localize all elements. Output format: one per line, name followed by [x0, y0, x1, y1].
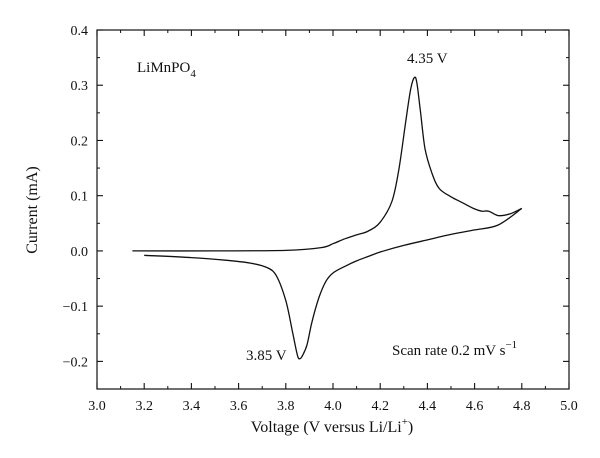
x-tick-label: 3.6	[230, 399, 248, 414]
y-tick-label: 0.0	[71, 245, 89, 260]
y-tick-label: −0.2	[63, 355, 88, 370]
sample-label-main: LiMnPO	[137, 60, 191, 76]
y-tick-label: −0.1	[63, 300, 88, 315]
x-tick-label: 3.0	[88, 399, 106, 414]
plot-frame	[96, 29, 570, 390]
x-tick-label: 5.0	[560, 399, 578, 414]
x-axis-label-superscript: +	[402, 416, 408, 428]
y-tick-label: 0.3	[71, 79, 89, 94]
x-tick-label: 3.8	[277, 399, 295, 414]
scan-rate-main: Scan rate 0.2 mV s	[392, 343, 506, 359]
peak-label-reduction: 3.85 V	[246, 348, 287, 364]
x-axis-label-end: )	[408, 419, 413, 436]
x-tick-label: 4.2	[371, 399, 389, 414]
sample-label-subscript: 4	[190, 68, 196, 80]
x-tick-label: 4.6	[466, 399, 484, 414]
y-tick-label: 0.2	[71, 134, 89, 149]
anodic-sweep-line	[132, 76, 523, 252]
x-tick-label: 4.4	[419, 399, 437, 414]
scan-rate-label: Scan rate 0.2 mV s−1	[392, 339, 517, 359]
y-tick-label: 0.1	[71, 190, 89, 205]
x-tick-label: 3.4	[183, 399, 201, 414]
peak-label-oxidation: 4.35 V	[407, 51, 448, 67]
data-series	[132, 76, 523, 360]
scan-rate-superscript: −1	[505, 339, 517, 351]
y-axis-label: Current (mA)	[24, 166, 41, 254]
axis-ticks: 3.0 3.2 3.4 3.6 3.8 4.0 4.2 4.4 4.6 4.8 5.0 −0.2 −0.…	[63, 24, 578, 414]
x-tick-label: 4.0	[324, 399, 342, 414]
x-axis-label: Voltage (V versus Li/Li+)	[251, 416, 414, 436]
sample-label: LiMnPO4	[137, 60, 196, 80]
x-tick-label: 4.8	[513, 399, 531, 414]
y-tick-label: 0.4	[71, 24, 89, 39]
x-tick-label: 3.2	[135, 399, 153, 414]
x-axis-label-main: Voltage (V versus Li/Li	[251, 419, 403, 436]
cathodic-sweep-line	[144, 207, 523, 360]
